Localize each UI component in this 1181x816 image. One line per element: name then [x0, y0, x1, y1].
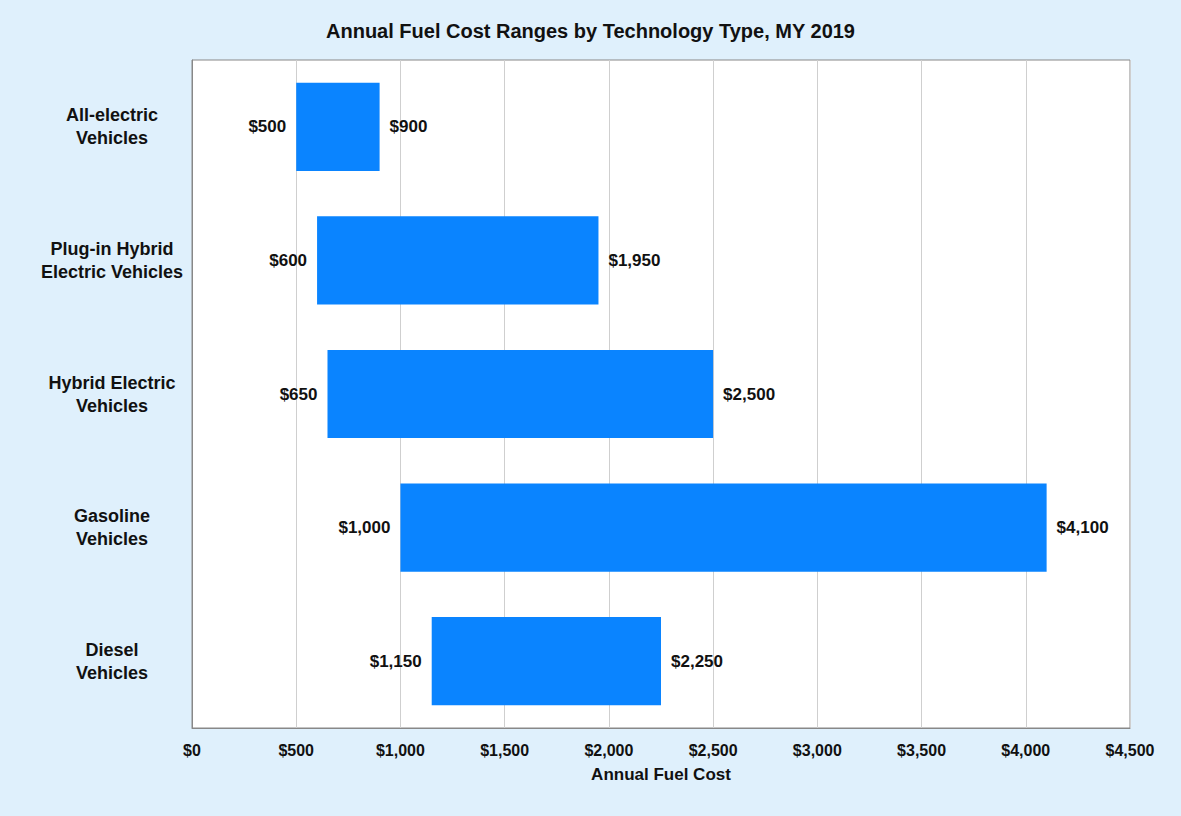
svg-text:All-electric: All-electric [66, 105, 158, 125]
svg-text:Annual Fuel Cost: Annual Fuel Cost [591, 765, 731, 784]
svg-text:Annual Fuel Cost Ranges by Tec: Annual Fuel Cost Ranges by Technology Ty… [326, 20, 855, 42]
svg-text:$900: $900 [390, 117, 428, 136]
svg-text:$3,500: $3,500 [897, 742, 946, 759]
svg-text:$4,000: $4,000 [1001, 742, 1050, 759]
svg-text:$1,950: $1,950 [608, 251, 660, 270]
svg-text:$500: $500 [278, 742, 314, 759]
svg-text:Vehicles: Vehicles [76, 529, 148, 549]
svg-text:$1,150: $1,150 [370, 652, 422, 671]
svg-text:$4,500: $4,500 [1106, 742, 1155, 759]
svg-text:$1,000: $1,000 [376, 742, 425, 759]
svg-text:$0: $0 [183, 742, 201, 759]
svg-text:$4,100: $4,100 [1057, 518, 1109, 537]
svg-text:Vehicles: Vehicles [76, 663, 148, 683]
svg-text:$2,500: $2,500 [723, 385, 775, 404]
svg-text:$500: $500 [248, 117, 286, 136]
svg-text:$1,500: $1,500 [480, 742, 529, 759]
svg-text:$2,000: $2,000 [584, 742, 633, 759]
svg-text:Vehicles: Vehicles [76, 396, 148, 416]
svg-text:$2,500: $2,500 [689, 742, 738, 759]
svg-text:$1,000: $1,000 [338, 518, 390, 537]
svg-text:$2,250: $2,250 [671, 652, 723, 671]
svg-text:Hybrid Electric: Hybrid Electric [48, 373, 175, 393]
svg-text:Vehicles: Vehicles [76, 128, 148, 148]
svg-text:$3,000: $3,000 [793, 742, 842, 759]
svg-text:Gasoline: Gasoline [74, 506, 150, 526]
svg-text:$650: $650 [280, 385, 318, 404]
svg-text:Diesel: Diesel [85, 640, 138, 660]
svg-text:Electric Vehicles: Electric Vehicles [41, 262, 183, 282]
svg-text:$600: $600 [269, 251, 307, 270]
svg-text:Plug-in Hybrid: Plug-in Hybrid [51, 239, 174, 259]
